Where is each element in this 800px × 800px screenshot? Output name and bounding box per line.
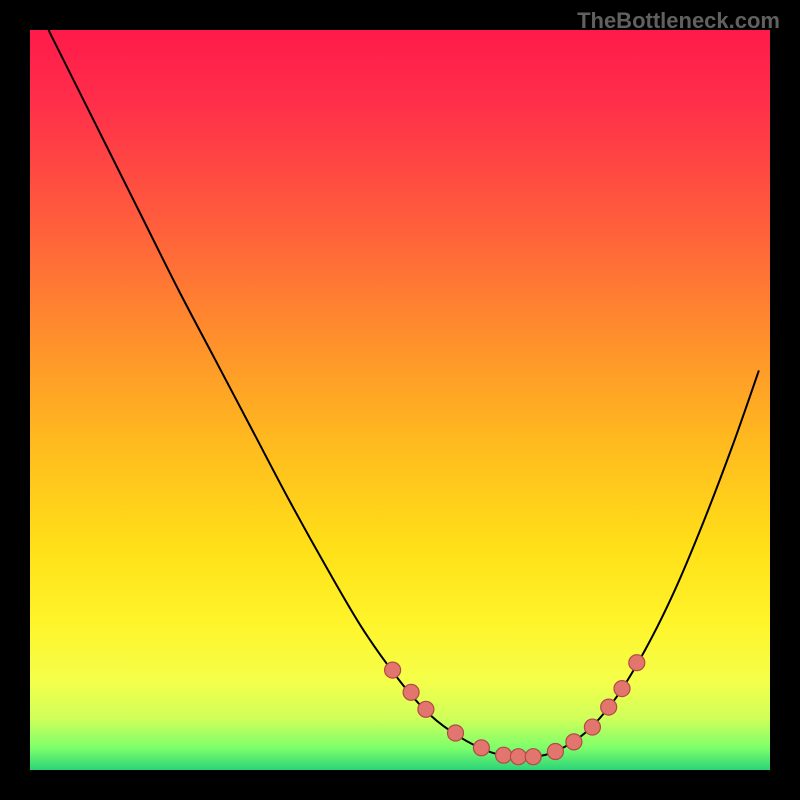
watermark-text: TheBottleneck.com: [577, 8, 780, 34]
data-marker: [601, 699, 617, 715]
data-marker: [403, 684, 419, 700]
data-marker: [418, 701, 434, 717]
data-marker: [448, 725, 464, 741]
data-marker: [473, 740, 489, 756]
data-marker: [584, 719, 600, 735]
data-marker: [566, 734, 582, 750]
chart-svg: [0, 0, 800, 800]
data-marker: [385, 662, 401, 678]
data-marker: [547, 744, 563, 760]
data-marker: [510, 749, 526, 765]
data-marker: [629, 655, 645, 671]
data-marker: [496, 747, 512, 763]
chart-stage: TheBottleneck.com: [0, 0, 800, 800]
plot-background: [30, 30, 770, 770]
data-marker: [614, 681, 630, 697]
data-marker: [525, 749, 541, 765]
